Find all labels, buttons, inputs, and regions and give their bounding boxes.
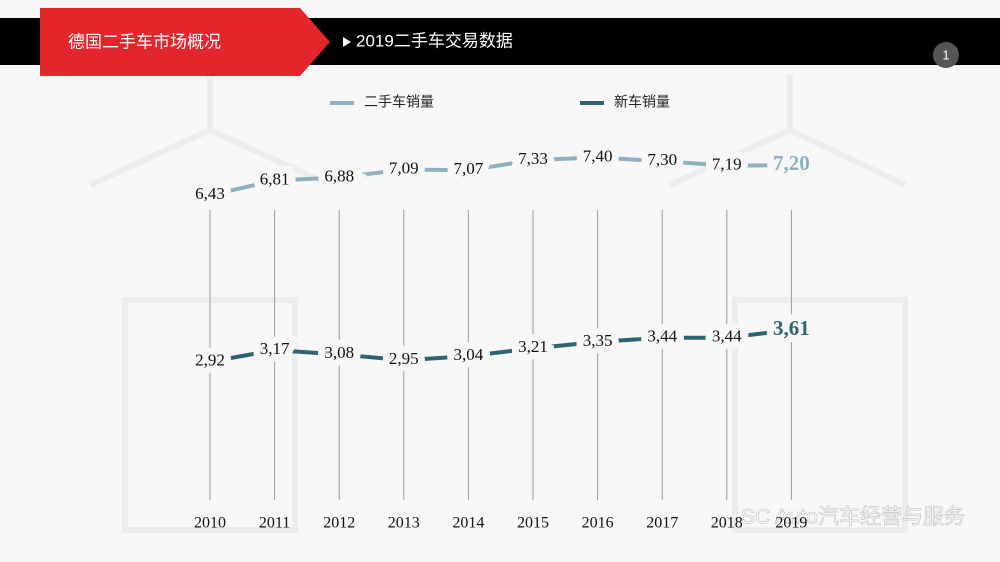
value-label: 3,44 (647, 327, 677, 346)
value-label: 3,21 (518, 337, 548, 356)
page-number: 1 (942, 47, 949, 62)
x-tick-label: 2017 (646, 515, 678, 532)
x-tick-label: 2014 (452, 515, 484, 532)
value-label: 7,20 (773, 151, 810, 175)
x-tick-label: 2012 (323, 515, 355, 532)
x-tick-label: 2018 (711, 515, 743, 532)
page-badge (933, 42, 959, 68)
series-line (209, 327, 792, 364)
value-label: 7,07 (454, 159, 484, 178)
value-label: 3,61 (773, 316, 810, 340)
section-tab (40, 8, 330, 76)
value-label: 3,35 (583, 331, 613, 350)
value-label: 6,81 (260, 169, 290, 188)
series-line (209, 155, 792, 198)
x-tick-label: 2016 (582, 515, 614, 532)
x-tick-label: 2019 (775, 515, 807, 532)
watermark: SC Auto汽车经营与服务 (741, 506, 965, 529)
value-label: 3,44 (712, 327, 742, 346)
value-label: 7,40 (583, 146, 613, 165)
x-tick-label: 2011 (259, 515, 290, 532)
section-title: 德国二手车市场概况 (68, 32, 221, 51)
x-tick-label: 2015 (517, 515, 549, 532)
value-label: 3,08 (324, 343, 354, 362)
value-label: 2,95 (389, 349, 419, 368)
value-label: 7,33 (518, 149, 548, 168)
value-label: 6,88 (324, 167, 354, 186)
value-label: 3,17 (260, 339, 290, 358)
legend-label: 新车销量 (614, 94, 670, 110)
x-tick-label: 2013 (388, 515, 420, 532)
x-tick-label: 2010 (194, 515, 226, 532)
title-bullet (343, 37, 351, 47)
value-label: 2,92 (195, 351, 225, 370)
value-label: 7,19 (712, 154, 742, 173)
value-label: 7,09 (389, 158, 419, 177)
value-label: 6,43 (195, 184, 225, 203)
legend-label: 二手车销量 (364, 94, 434, 110)
slide-title: 2019二手车交易数据 (356, 31, 513, 50)
value-label: 7,30 (647, 150, 677, 169)
value-label: 3,04 (454, 345, 484, 364)
